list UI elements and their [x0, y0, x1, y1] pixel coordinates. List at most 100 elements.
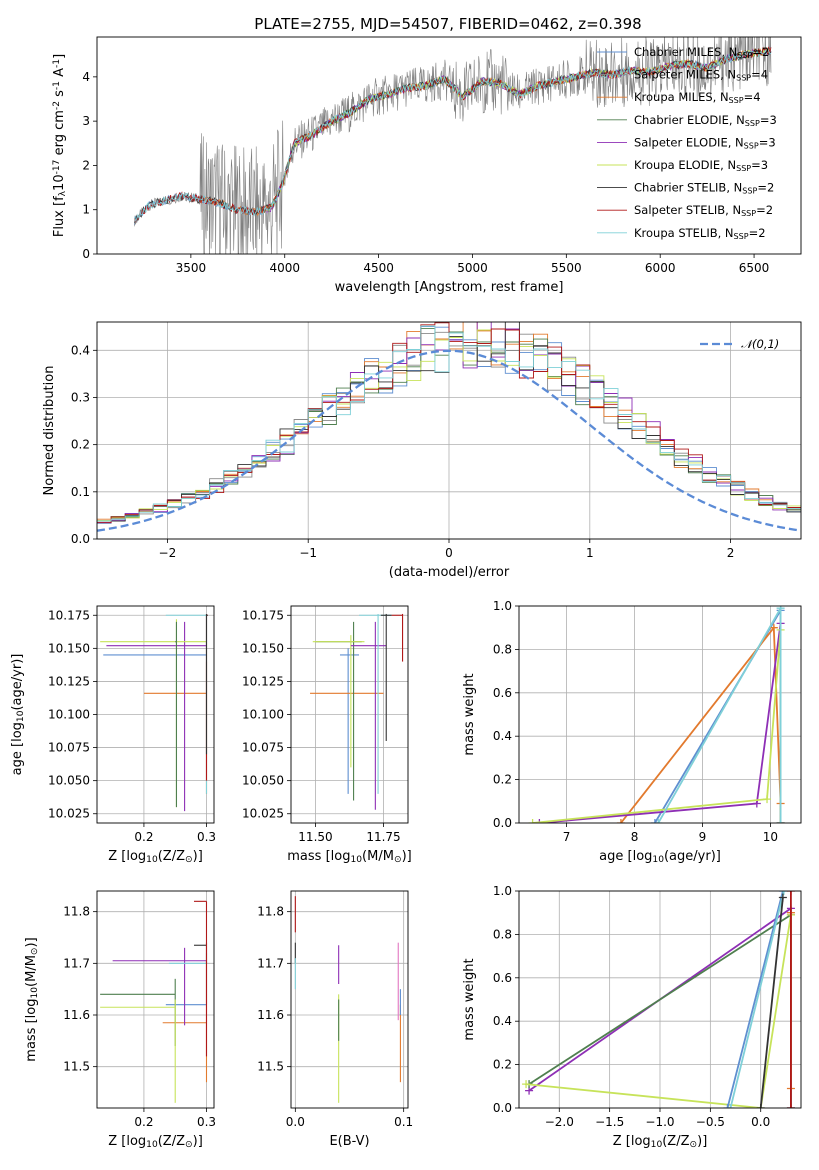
y-tick-label: 1.0: [493, 599, 512, 613]
gaussian-reference-curve: [97, 349, 801, 532]
y-tick-label: 11.7: [257, 956, 284, 970]
plot-area: [294, 896, 401, 1103]
massweight-marker: [535, 819, 544, 823]
massweight-marker: [522, 1080, 531, 1089]
x-tick-label: 1: [586, 546, 594, 560]
age-vs-Z-panel: 0.2 0.3 10.025 10.050 10.075 10.100 10.125 10.1…: [10, 605, 216, 865]
y-tick-label: 10.025: [48, 807, 90, 821]
plot-area: [528, 606, 785, 823]
y-tick-label: 0.3: [71, 390, 90, 404]
x-tick-label: 0.2: [134, 1115, 153, 1129]
y-tick-label: 2: [82, 158, 90, 172]
y-tick-label: 0.2: [493, 1058, 512, 1072]
data-spectrum-line: [134, 37, 772, 254]
legend-label: Chabrier ELODIE, NSSP=3: [634, 113, 777, 128]
massweight-marker: [763, 795, 772, 804]
x-tick-label: 0.2: [134, 830, 153, 844]
massweight-marker: [779, 891, 788, 895]
legend-label: Kroupa ELODIE, NSSP=3: [634, 158, 768, 173]
mass-vs-Z-panel: 0.2 0.3 11.5 11.6 11.7 11.8 Z [log10(Z/Z⊙)] mas…: [24, 890, 216, 1150]
y-tick-label: 10.100: [48, 708, 90, 722]
age-vs-mass-panel: 11.50 11.75 10.025 10.050 10.075 10.100 10.125…: [242, 605, 412, 865]
massweight-marker: [756, 1104, 765, 1108]
axes-frame: [290, 605, 409, 824]
y-tick-label: 11.8: [257, 905, 284, 919]
x-tick-label: −0.5: [696, 1115, 725, 1129]
y-axis-label: age [log10(age/yr)]: [10, 654, 26, 776]
y-axis-label: mass weight: [462, 958, 477, 1040]
plot-area: [310, 613, 404, 810]
x-tick-label: 9: [699, 830, 707, 844]
massweight-line: [525, 914, 792, 1108]
massweight-marker: [528, 819, 537, 823]
x-tick-label: −2: [159, 546, 177, 560]
plot-area: [134, 37, 772, 254]
y-tick-label: 10.075: [48, 741, 90, 755]
axes-frame: [96, 605, 215, 824]
y-tick-label: 10.075: [242, 741, 284, 755]
y-tick-label: 0.8: [493, 642, 512, 656]
y-tick-label: 10.175: [242, 608, 284, 622]
massweight-marker: [723, 1104, 732, 1108]
y-tick-label: 11.5: [63, 1060, 90, 1074]
y-tick-label: 10.100: [242, 708, 284, 722]
y-tick-label: 0.8: [493, 927, 512, 941]
x-tick-label: 6000: [645, 261, 676, 275]
y-tick-label: 10.150: [242, 641, 284, 655]
residuals-panel: −2 −1 0 1 2 0.0 0.1 0.2 0.3 0.4 (data-model)/error…: [42, 321, 802, 580]
spectrum-legend: Chabrier MILES, NSSP=2 Salpeter MILES, NS…: [597, 45, 777, 241]
massweight-line: [532, 629, 782, 823]
y-tick-label: 10.175: [48, 608, 90, 622]
x-axis-label: mass [log10(M/M⊙)]: [287, 849, 411, 865]
massweight-marker: [726, 1104, 735, 1108]
x-tick-label: 11.75: [366, 830, 400, 844]
plot-area: [522, 891, 795, 1108]
legend-label: Salpeter ELODIE, NSSP=3: [634, 135, 776, 150]
x-tick-label: 5000: [457, 261, 488, 275]
axes-frame: [96, 890, 215, 1109]
y-tick-label: 11.7: [63, 956, 90, 970]
massweight-line: [726, 891, 784, 1108]
x-axis-label: wavelength [Angstrom, rest frame]: [335, 280, 564, 295]
massweight-line: [620, 625, 782, 823]
x-tick-label: 0.3: [197, 1115, 216, 1129]
x-tick-label: 0.3: [197, 830, 216, 844]
legend-label: Chabrier MILES, NSSP=2: [634, 45, 769, 60]
y-tick-label: 4: [82, 70, 90, 84]
y-axis-label: Flux [fλ10-17 erg cm-2 s-1 A-1]: [52, 54, 68, 237]
x-axis-label: Z [log10(Z/Z⊙)]: [108, 849, 203, 865]
x-axis-label: Z [log10(Z/Z⊙)]: [613, 1134, 708, 1150]
massweight-marker: [778, 893, 787, 902]
y-tick-label: 3: [82, 114, 90, 128]
massweight-marker: [786, 1104, 795, 1108]
x-tick-label: 11.50: [298, 830, 332, 844]
massweight-line: [657, 606, 782, 823]
massweight-marker: [616, 819, 625, 823]
y-tick-label: 10.150: [48, 641, 90, 655]
spectrum-panel: 3500 4000 4500 5000 5500 6000 6500 0 1 2 3 4 wavelen…: [52, 36, 802, 295]
y-tick-label: 10.050: [48, 774, 90, 788]
massweight-marker: [769, 623, 778, 632]
x-tick-label: 4500: [363, 261, 394, 275]
plot-area: [100, 613, 208, 812]
legend-label: Kroupa STELIB, NSSP=2: [634, 226, 766, 241]
massweight-marker: [650, 819, 659, 823]
x-tick-label: 6500: [739, 261, 770, 275]
legend-label: Kroupa MILES, NSSP=4: [634, 90, 761, 105]
axes-frame: [290, 890, 409, 1109]
y-tick-label: 0.4: [71, 343, 90, 357]
x-axis-label: age [log10(age/yr)]: [599, 849, 721, 865]
histogram-salpeter-stelib: [97, 322, 801, 524]
y-tick-label: 1.0: [493, 884, 512, 898]
axes-frame: [96, 321, 802, 540]
plot-area: [100, 900, 208, 1103]
y-tick-label: 0.0: [71, 532, 90, 546]
x-tick-label: −2.0: [545, 1115, 574, 1129]
massweight-vs-Z-panel: −2.0 −1.5 −1.0 −0.5 0.0 0.0 0.2 0.4 0.6 0.8 1.0 Z […: [462, 884, 802, 1150]
legend-label: Salpeter MILES, NSSP=4: [634, 68, 768, 83]
x-tick-label: 10: [763, 830, 778, 844]
figure-title: PLATE=2755, MJD=54507, FIBERID=0462, z=0…: [254, 15, 641, 33]
x-tick-label: 3500: [176, 261, 207, 275]
y-tick-label: 0.0: [493, 1101, 512, 1115]
